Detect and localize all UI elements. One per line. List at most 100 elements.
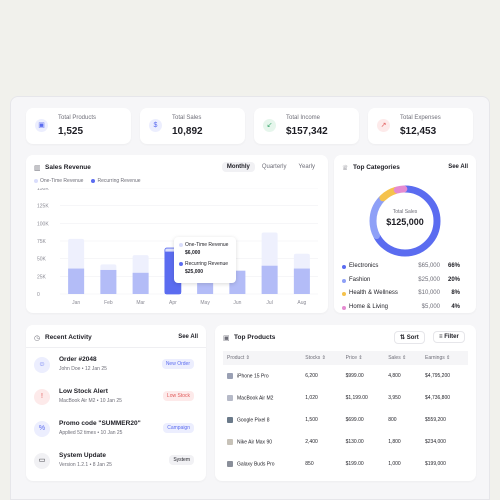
top-products-card: ▣ Top Products ⇅ Sort ≡ Filter Product ⇕… (215, 325, 476, 481)
table-cell: $999.00 (342, 365, 385, 387)
activity-item[interactable]: ☺ Order #2048 John Doe • 12 Jan 25 New Orde… (34, 353, 200, 381)
bar-one-time[interactable] (293, 268, 310, 294)
table-cell: 1,020 (301, 387, 341, 409)
separator: • (88, 462, 93, 468)
separator: • (95, 430, 101, 436)
separator: • (95, 398, 100, 404)
table-cell: 2,400 (301, 431, 341, 453)
bar-one-time[interactable] (261, 265, 278, 294)
cell-sales: 800 (388, 417, 397, 423)
table-cell: 3,950 (384, 387, 421, 409)
table-row[interactable]: iPhone 15 Pro 6,200 $999.00 4,800 $4,795,200 (223, 365, 468, 387)
x-tick-label: Feb (104, 300, 113, 306)
chart-icon: ▥ (34, 165, 41, 172)
table-cell: 1,500 (301, 409, 341, 431)
category-row: Electronics $65,000 66% (342, 263, 460, 273)
cell-stocks: 6,200 (305, 373, 318, 379)
table-cell: Galaxy Buds Pro (223, 453, 301, 475)
x-tick-label: Jun (233, 300, 241, 306)
category-dot (342, 305, 346, 310)
separator: • (80, 366, 85, 372)
table-row[interactable]: Galaxy Buds Pro 850 $199.00 1,000 $199,000 (223, 453, 468, 475)
cell-sales: 4,800 (388, 373, 401, 379)
categories-donut-chart (369, 185, 441, 257)
tab-quarterly[interactable]: Quarterly (261, 164, 287, 170)
user-icon: ☺ (34, 357, 50, 373)
chart-tooltip: One-Time Revenue $6,000 Recurring Revenu… (174, 237, 236, 283)
cell-stocks: 1,020 (305, 395, 318, 401)
column-header[interactable]: Product ⇕ (223, 351, 302, 365)
cell-product: Nike Air Max 90 (237, 439, 273, 446)
table-row[interactable]: Google Pixel 8 1,500 $699.00 800 $559,200 (223, 409, 468, 431)
cell-earnings: $4,795,200 (425, 373, 451, 379)
products-table-wrap: Product ⇕ Stocks ⇕ Price ⇕ Sales ⇕ Earnings … (223, 351, 468, 475)
legend-one-time: One-Time Revenue (34, 178, 83, 184)
column-header[interactable]: Earnings ⇕ (421, 351, 468, 365)
category-dot (342, 292, 346, 296)
stat-card: ▣ Total Products 1,525 (26, 108, 131, 144)
period-tabs: Monthly Quarterly Yearly (221, 162, 320, 172)
chart-legend: One-Time Revenue Recurring Revenue (34, 178, 141, 184)
table-cell: $4,736,800 (421, 387, 468, 409)
activity-date: 12 Jan 25 (84, 366, 107, 372)
categories-see-all-link[interactable]: See All (448, 164, 468, 170)
activity-sub: MacBook Air M2 (59, 398, 96, 404)
bar-one-time[interactable] (100, 269, 117, 294)
table-row[interactable]: MacBook Air M2 1,020 $1,199.00 3,950 $4,736,… (223, 387, 468, 409)
column-header[interactable]: Sales ⇕ (384, 351, 421, 365)
top-products-title: Top Products (234, 334, 276, 341)
cell-product: iPhone 15 Pro (237, 373, 269, 380)
product-thumbnail (227, 416, 233, 423)
column-header-label: Sales (388, 355, 401, 361)
bar-one-time[interactable] (68, 268, 85, 294)
tab-yearly[interactable]: Yearly (298, 164, 315, 170)
cell-price: $130.00 (345, 439, 364, 445)
trophy-icon: ♕ (342, 165, 349, 172)
stat-card: $ Total Sales 10,892 (140, 108, 245, 144)
arrow-up-right-icon: ↗ (377, 119, 390, 132)
cell-sales: 1,000 (388, 461, 401, 467)
table-cell: $199.00 (342, 453, 385, 475)
activity-item[interactable]: ! Low Stock Alert MacBook Air M2 • 10 Jan … (34, 385, 200, 413)
cell-earnings: $234,000 (425, 439, 446, 445)
cell-price: $999.00 (345, 373, 364, 379)
donut-slice[interactable] (369, 185, 441, 257)
y-tick-label: 150K (37, 188, 49, 192)
table-cell: 1,000 (384, 453, 421, 475)
x-tick-label: Mar (136, 300, 145, 306)
table-cell: $559,200 (421, 409, 468, 431)
table-row[interactable]: Nike Air Max 90 2,400 $130.00 1,800 $234,000 (223, 431, 468, 453)
top-categories-title: Top Categories (353, 164, 400, 171)
dollar-icon: $ (149, 119, 162, 132)
clock-icon: ◷ (34, 335, 41, 342)
donut-slice[interactable] (369, 185, 441, 257)
bar-one-time[interactable] (132, 272, 149, 294)
activity-item[interactable]: % Promo code "SUMMER20" Applied 52 times •… (34, 417, 200, 445)
activity-title: Promo code "SUMMER20" (59, 420, 141, 427)
column-header-label: Stocks (305, 355, 321, 361)
y-tick-label: 0 (37, 292, 40, 298)
activity-see-all-link[interactable]: See All (178, 334, 198, 340)
filter-button[interactable]: ≡ Filter (433, 331, 465, 343)
tooltip-recurring-label: Recurring Revenue (179, 261, 231, 267)
column-header-label: Price (345, 355, 357, 361)
stat-label: Total Products (58, 115, 97, 121)
dashboard-frame: ▣ Total Products 1,525 $ Total Sales 10,892 ↙ T… (10, 96, 490, 500)
product-thumbnail (227, 372, 233, 379)
tab-monthly[interactable]: Monthly (221, 162, 255, 172)
activity-badge: Campaign (163, 423, 194, 433)
table-cell: 4,800 (384, 365, 421, 387)
activity-date: 10 Jan 25 (100, 430, 123, 436)
sales-revenue-title: Sales Revenue (45, 164, 91, 171)
tooltip-one-time-value: $6,000 (185, 250, 201, 256)
activity-title: System Update (59, 452, 106, 459)
column-header[interactable]: Price ⇕ (341, 351, 385, 365)
cell-price: $199.00 (345, 461, 364, 467)
column-header[interactable]: Stocks ⇕ (301, 351, 342, 365)
table-cell: 6,200 (301, 365, 341, 387)
sort-button[interactable]: ⇅ Sort (394, 331, 425, 344)
x-tick-label: Aug (297, 300, 306, 306)
sales-revenue-card: ▥ Sales Revenue Monthly Quarterly Yearly… (26, 155, 328, 313)
divider (26, 347, 206, 348)
activity-item[interactable]: ▭ System Update Version 1.2.1 • 8 Jan 25 Sy… (34, 449, 200, 477)
